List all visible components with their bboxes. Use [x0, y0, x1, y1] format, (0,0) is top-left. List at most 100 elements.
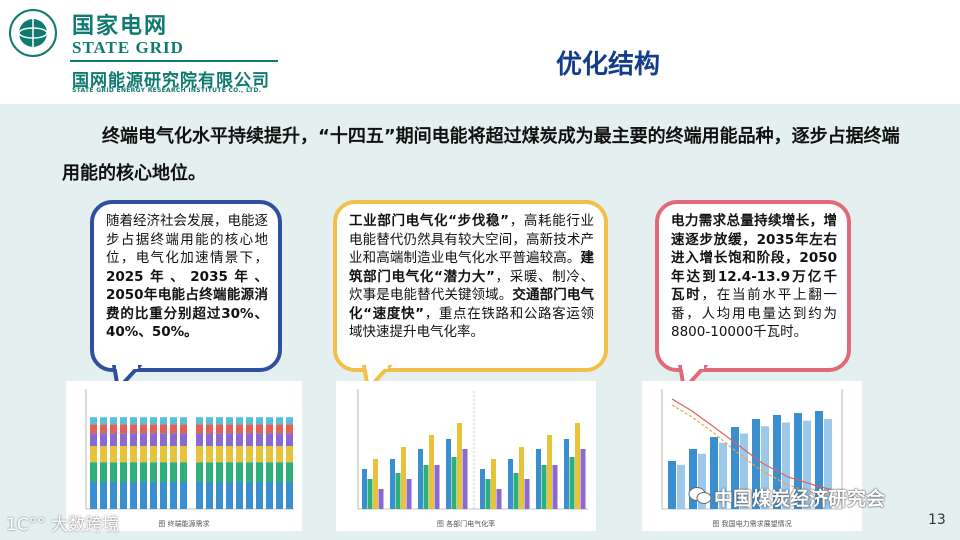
bar-line-chart-image	[661, 389, 843, 510]
stacked-bar-segment	[206, 433, 213, 446]
callout-3-text: ，在当前水平上翻一番，人均用电量达到约为8800-10000千瓦时。	[671, 287, 837, 340]
grouped-bar	[580, 449, 586, 509]
grouped-bar	[485, 479, 491, 509]
stacked-bar-segment	[236, 424, 243, 434]
grouped-bar	[429, 435, 434, 509]
stacked-bar-segment	[150, 446, 157, 463]
grouped-bar	[480, 469, 485, 509]
stacked-bar-segment	[100, 433, 107, 446]
stacked-bar-segment	[170, 417, 177, 425]
stacked-bar-segment	[206, 482, 213, 509]
stacked-bar-segment	[110, 417, 117, 425]
demand-bar-alt	[719, 442, 727, 509]
stacked-bar-segment	[160, 446, 167, 463]
stacked-bar-segment	[130, 462, 137, 482]
figure-3-caption: 图 我国电力需求展望情况	[712, 520, 792, 528]
stacked-bar-segment	[256, 482, 263, 509]
figure-2-caption: 图 各部门电气化率	[436, 520, 496, 528]
stacked-bar-segment	[266, 446, 273, 463]
demand-bar-alt	[677, 464, 685, 509]
demand-bar	[689, 449, 697, 509]
grouped-bar	[406, 479, 412, 509]
grouped-bar	[575, 423, 580, 509]
watermark-left-text: 大数跨境	[51, 515, 120, 535]
stacked-bar-segment	[266, 417, 273, 425]
stacked-bar-segment	[180, 482, 187, 509]
stacked-bar-segment	[170, 424, 177, 434]
stacked-bar-segment	[256, 417, 263, 425]
grouped-bar	[367, 479, 373, 509]
stacked-bar-segment	[216, 446, 223, 463]
stacked-bar-segment	[140, 482, 147, 509]
stacked-bar-segment	[90, 424, 97, 434]
stacked-bar-segment	[130, 446, 137, 463]
stacked-bar-segment	[256, 424, 263, 434]
logo-chinese: 国家电网	[72, 14, 169, 39]
stacked-bar-segment	[246, 433, 253, 446]
grouped-bar	[373, 459, 378, 509]
stacked-bar-segment	[130, 417, 137, 425]
grouped-bar	[547, 435, 552, 509]
grouped-bar	[519, 447, 524, 509]
stacked-bar-segment	[246, 462, 253, 482]
grouped-bar-chart-image	[357, 389, 588, 510]
stacked-bar-segment	[160, 462, 167, 482]
grouped-bar	[378, 489, 384, 509]
watermark-right: 中国煤炭经济研究会	[714, 488, 886, 510]
stacked-bar-segment	[140, 417, 147, 425]
grouped-bar	[462, 449, 468, 509]
callout-1-highlight: 2025年、2035年、2050年电能占终端能源消费的比重分别超过30%、40%…	[106, 268, 268, 341]
stacked-bar-segment	[100, 462, 107, 482]
stacked-bar-segment	[100, 417, 107, 425]
callout-power-demand: 电力需求总量持续增长，增速逐步放缓，2035年左右进入增长饱和阶段，2050年达…	[655, 200, 851, 372]
intro-text: 终端电气化水平持续提升，“十四五”期间电能将超过煤炭成为最主要的终端用能品种，逐…	[62, 126, 900, 184]
stacked-bar-segment	[130, 424, 137, 434]
grouped-bar	[395, 473, 401, 509]
stacked-bar-segment	[246, 482, 253, 509]
stacked-bar-segment	[256, 446, 263, 463]
stacked-bar-segment	[196, 424, 203, 434]
stacked-bar-segment	[226, 433, 233, 446]
grouped-bar	[513, 473, 519, 509]
callout-2-transport: 交通部门电气化“速度快”	[349, 287, 595, 322]
stacked-bar-segment	[140, 424, 147, 434]
grouped-bar	[390, 459, 395, 509]
stacked-bar-segment	[276, 462, 283, 482]
grouped-bar	[434, 465, 440, 509]
demand-bar	[794, 413, 802, 509]
stacked-bar-segment	[110, 462, 117, 482]
stacked-bar-segment	[170, 446, 177, 463]
demand-bar-alt	[740, 433, 748, 509]
watermark-left: 1C°° 大数跨境	[6, 510, 119, 535]
stacked-bar-segment	[226, 424, 233, 434]
grouped-bar	[496, 489, 502, 509]
stacked-bar-segment	[216, 433, 223, 446]
institute-name-chinese: 国网能源研究院有限公司	[72, 71, 270, 91]
grouped-bar	[491, 459, 496, 509]
grouped-bar	[362, 469, 367, 509]
figure-power-demand-outlook: 图 我国电力需求展望情况	[642, 381, 862, 531]
stacked-bar-segment	[110, 446, 117, 463]
stacked-bar-segment	[120, 424, 127, 434]
stacked-bar-segment	[90, 446, 97, 463]
stacked-bar-segment	[276, 424, 283, 434]
state-grid-logo-icon	[9, 9, 57, 57]
stacked-bar-segment	[150, 417, 157, 425]
stacked-bar-segment	[160, 433, 167, 446]
intro-statement: 终端电气化水平持续提升，“十四五”期间电能将超过煤炭成为最主要的终端用能品种，逐…	[62, 118, 912, 192]
stacked-bar-segment	[246, 446, 253, 463]
stacked-bar-segment	[196, 433, 203, 446]
stacked-bar-segment	[196, 462, 203, 482]
stacked-bar-segment	[90, 462, 97, 482]
grouped-bar	[508, 459, 513, 509]
stacked-bar-segment	[266, 462, 273, 482]
stacked-bar-segment	[120, 446, 127, 463]
demand-bar-alt	[782, 422, 790, 509]
slide-title: 优化结构	[556, 50, 661, 80]
grouped-bar	[451, 457, 457, 509]
logo-english: STATE GRID	[72, 38, 184, 57]
stacked-bar-segment	[140, 446, 147, 463]
grouped-bar	[401, 447, 406, 509]
grouped-bar	[423, 465, 429, 509]
stacked-bar-segment	[236, 433, 243, 446]
